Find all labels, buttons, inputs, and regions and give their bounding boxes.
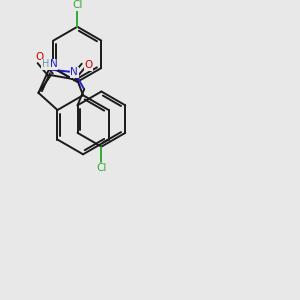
Text: Cl: Cl: [96, 163, 106, 173]
Text: O: O: [84, 60, 93, 70]
Text: N: N: [70, 67, 78, 77]
Text: Cl: Cl: [72, 0, 83, 10]
Text: O: O: [35, 52, 44, 62]
Text: N: N: [50, 59, 57, 69]
Text: H: H: [42, 59, 49, 69]
